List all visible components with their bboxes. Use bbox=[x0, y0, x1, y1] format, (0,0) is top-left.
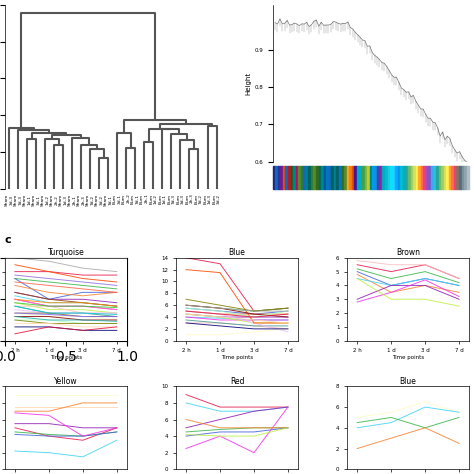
Bar bbox=[377, 166, 380, 189]
Bar bbox=[339, 166, 342, 189]
Bar bbox=[410, 166, 413, 189]
Bar bbox=[306, 166, 309, 189]
Bar bbox=[447, 166, 449, 189]
Bar bbox=[334, 166, 337, 189]
Bar bbox=[329, 166, 331, 189]
Bar bbox=[398, 166, 401, 189]
Bar bbox=[365, 166, 367, 189]
Bar bbox=[434, 166, 436, 189]
Title: Yellow: Yellow bbox=[54, 376, 78, 385]
Bar bbox=[275, 166, 278, 189]
Bar bbox=[280, 166, 283, 189]
Bar bbox=[403, 166, 405, 189]
X-axis label: Time points: Time points bbox=[392, 355, 424, 360]
Bar bbox=[383, 166, 385, 189]
Bar bbox=[273, 166, 275, 189]
Title: Blue: Blue bbox=[400, 376, 417, 385]
Bar bbox=[451, 166, 454, 189]
Bar bbox=[293, 166, 296, 189]
Bar bbox=[390, 166, 392, 189]
Bar bbox=[428, 166, 431, 189]
Bar bbox=[303, 166, 306, 189]
Bar bbox=[367, 166, 370, 189]
Bar bbox=[441, 166, 444, 189]
Bar bbox=[342, 166, 344, 189]
Bar bbox=[454, 166, 456, 189]
Bar bbox=[449, 166, 451, 189]
Bar bbox=[401, 166, 403, 189]
Bar bbox=[283, 166, 285, 189]
Bar bbox=[349, 166, 352, 189]
Bar bbox=[331, 166, 334, 189]
Bar bbox=[408, 166, 410, 189]
Bar bbox=[413, 166, 416, 189]
Bar bbox=[278, 166, 280, 189]
Title: Turquoise: Turquoise bbox=[47, 248, 84, 257]
Title: Blue: Blue bbox=[228, 248, 246, 257]
Title: Brown: Brown bbox=[396, 248, 420, 257]
Bar bbox=[418, 166, 421, 189]
Bar bbox=[321, 166, 324, 189]
Bar bbox=[372, 166, 375, 189]
Bar bbox=[392, 166, 395, 189]
Bar bbox=[431, 166, 434, 189]
Bar bbox=[326, 166, 329, 189]
Text: c: c bbox=[5, 235, 11, 245]
Title: Red: Red bbox=[230, 376, 244, 385]
Bar bbox=[324, 166, 326, 189]
Bar bbox=[313, 166, 316, 189]
Y-axis label: Height: Height bbox=[246, 72, 251, 95]
Bar bbox=[405, 166, 408, 189]
Bar bbox=[423, 166, 426, 189]
Bar bbox=[296, 166, 298, 189]
Bar bbox=[316, 166, 319, 189]
X-axis label: Time points: Time points bbox=[50, 355, 82, 360]
Bar bbox=[337, 166, 339, 189]
Bar bbox=[395, 166, 398, 189]
Bar bbox=[352, 166, 355, 189]
Bar bbox=[355, 166, 357, 189]
Bar bbox=[436, 166, 438, 189]
Bar bbox=[291, 166, 293, 189]
Bar bbox=[311, 166, 313, 189]
Bar bbox=[344, 166, 346, 189]
Bar bbox=[298, 166, 301, 189]
Bar bbox=[388, 166, 390, 189]
Bar bbox=[346, 166, 349, 189]
Bar bbox=[375, 166, 377, 189]
Bar bbox=[462, 166, 464, 189]
Bar bbox=[456, 166, 459, 189]
Bar bbox=[464, 166, 467, 189]
Bar bbox=[301, 166, 303, 189]
Bar bbox=[285, 166, 288, 189]
Bar bbox=[426, 166, 428, 189]
Bar bbox=[385, 166, 388, 189]
Bar bbox=[357, 166, 359, 189]
Bar bbox=[438, 166, 441, 189]
X-axis label: Time points: Time points bbox=[221, 355, 253, 360]
Bar bbox=[459, 166, 462, 189]
Bar bbox=[380, 166, 383, 189]
Bar bbox=[421, 166, 423, 189]
Bar bbox=[309, 166, 311, 189]
Bar bbox=[362, 166, 365, 189]
Bar bbox=[359, 166, 362, 189]
Bar bbox=[444, 166, 447, 189]
Bar bbox=[416, 166, 418, 189]
Bar bbox=[288, 166, 291, 189]
Bar bbox=[370, 166, 372, 189]
Bar bbox=[467, 166, 469, 189]
Bar bbox=[319, 166, 321, 189]
